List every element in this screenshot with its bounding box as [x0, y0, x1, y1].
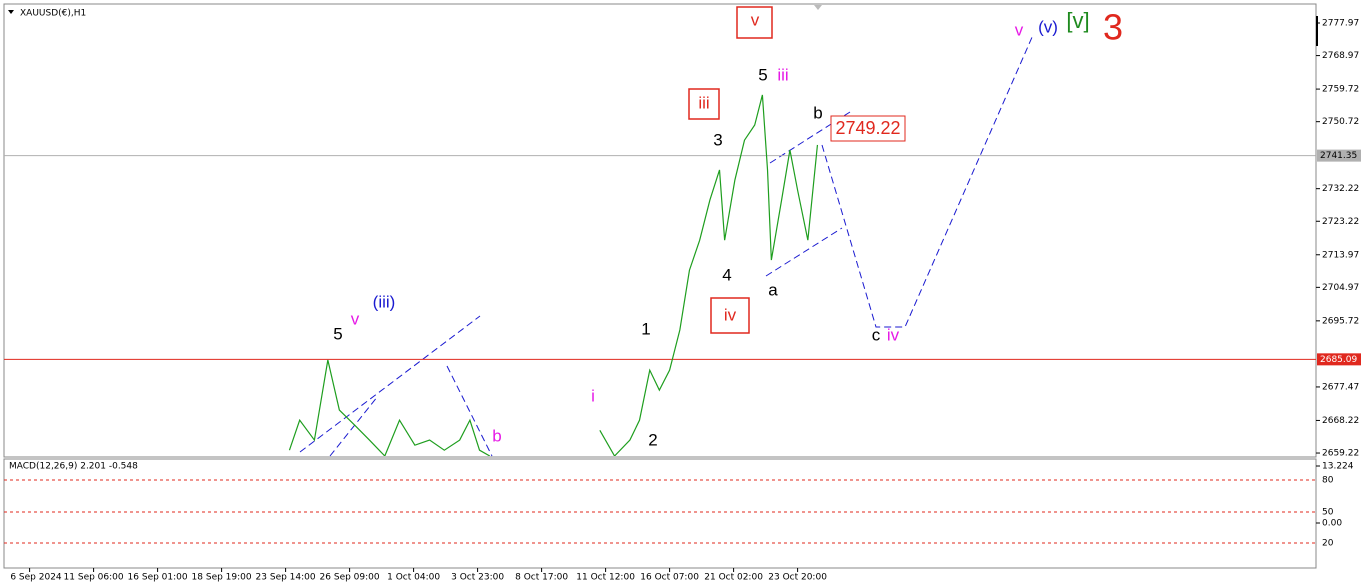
wave-label: c — [872, 325, 881, 344]
wave-label: iv — [724, 305, 737, 324]
x-tick-label: 3 Oct 23:00 — [451, 573, 504, 583]
y-tick-label: 2723.22 — [1322, 217, 1359, 227]
symbol-label: XAUUSD(€),H1 — [20, 9, 86, 19]
y-tick-label: 2750.72 — [1322, 117, 1359, 127]
y-tick-label: 2704.97 — [1322, 283, 1359, 293]
y-tick-label: 2677.47 — [1322, 382, 1359, 392]
x-tick-label: 23 Oct 20:00 — [768, 573, 827, 583]
label-box — [830, 115, 906, 142]
wave-label: iii — [698, 93, 709, 112]
x-tick-label: 26 Sep 09:00 — [320, 573, 380, 583]
wave-label: 2 — [648, 430, 657, 449]
macd-tick-label: 13.224 — [1322, 462, 1354, 472]
x-tick-label: 6 Sep 2024 — [10, 573, 62, 583]
price-level-box — [1317, 353, 1361, 366]
main-frame — [3, 3, 1317, 458]
label-box — [710, 297, 750, 334]
label-box — [688, 88, 720, 120]
wave-label: b — [492, 426, 501, 445]
wave-label: iii — [777, 65, 788, 84]
x-tick-label: 16 Oct 07:00 — [640, 573, 699, 583]
wave-label: 3 — [713, 130, 722, 149]
y-tick-label: 2759.72 — [1322, 85, 1359, 95]
label-box — [736, 6, 773, 39]
wave-label: (iii) — [373, 292, 396, 311]
y-tick-label: 2695.72 — [1322, 316, 1359, 326]
y-tick-label: 2668.22 — [1322, 416, 1359, 426]
wave-lines — [299, 34, 1034, 457]
x-tick-label: 1 Oct 04:00 — [387, 573, 440, 583]
wave-label: 5 — [758, 65, 767, 84]
wave-label: [v] — [1066, 8, 1089, 33]
x-tick-label: 11 Sep 06:00 — [64, 573, 124, 583]
wave-label: v — [351, 309, 360, 328]
wave-label: b — [813, 103, 822, 122]
macd-tick-label: 0.00 — [1322, 519, 1342, 529]
y-tick-label: 2732.22 — [1322, 184, 1359, 194]
y-tick-label: 2659.22 — [1322, 449, 1359, 459]
x-tick-label: 18 Sep 19:00 — [192, 573, 252, 583]
wave-label: 1 — [641, 319, 650, 338]
y-tick-label: 2777.97 — [1322, 18, 1359, 28]
price-label: 2749.22 — [835, 118, 900, 138]
wave-label: 4 — [722, 265, 731, 284]
macd-tick-label: 50 — [1322, 508, 1334, 518]
price-line — [288, 94, 819, 456]
price-level-label: 2741.35 — [1320, 151, 1357, 161]
y-tick-label: 2713.97 — [1322, 250, 1359, 260]
macd-tick-label: 20 — [1322, 539, 1334, 549]
wave-label: 5 — [333, 324, 342, 343]
x-tick-label: 21 Oct 02:00 — [704, 573, 763, 583]
wave-label: 3 — [1103, 7, 1123, 48]
macd-label: MACD(12,26,9) 2.201 -0.548 — [9, 462, 138, 472]
wave-label: a — [768, 280, 778, 299]
x-tick-label: 16 Sep 01:00 — [128, 573, 188, 583]
scroll-marker — [1316, 16, 1318, 46]
wave-label: (v) — [1038, 17, 1058, 36]
shift-marker — [814, 5, 822, 10]
x-tick-label: 8 Oct 17:00 — [515, 573, 568, 583]
macd-frame — [3, 458, 1317, 569]
x-tick-label: 11 Oct 12:00 — [576, 573, 635, 583]
y-tick-label: 2768.97 — [1322, 51, 1359, 61]
annotations: 5 v (iii) i b 1 2 3 4 5 iii iii v iv b a… — [333, 6, 1123, 449]
wave-label: v — [1015, 20, 1024, 39]
price-level-label: 2685.09 — [1320, 355, 1357, 365]
price-level-box — [1317, 149, 1361, 162]
wave-label: i — [591, 386, 595, 405]
x-tick-label: 23 Sep 14:00 — [256, 573, 316, 583]
wave-label: iv — [887, 325, 900, 344]
macd-tick-label: 80 — [1322, 476, 1334, 486]
symbol-icon — [8, 10, 14, 14]
wave-label: v — [751, 10, 760, 29]
